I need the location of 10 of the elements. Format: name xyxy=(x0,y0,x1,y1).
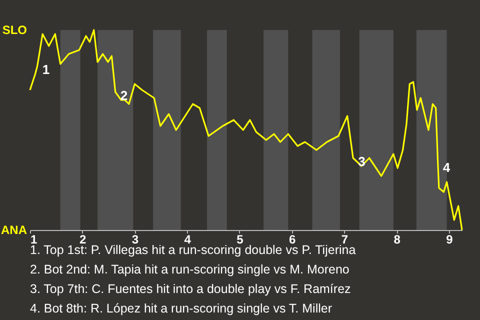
annotation: 2 xyxy=(120,88,128,103)
text: 2. Bot 2nd: M. Tapia hit a run-scoring single vs M. Moreno xyxy=(30,262,350,276)
x-tick-label: 8 xyxy=(394,232,401,246)
text: 4. Bot 8th: R. López hit a run-scoring single vs T. Miller xyxy=(30,302,332,316)
text: ANA xyxy=(1,223,28,237)
annotation: 4 xyxy=(442,160,451,175)
text: SLO xyxy=(2,23,27,37)
annotation: 1 xyxy=(42,62,50,77)
x-tick-label: 9 xyxy=(446,232,454,246)
text: 3. Top 7th: C. Fuentes hit into a double play vs F. Ramírez xyxy=(30,282,351,296)
